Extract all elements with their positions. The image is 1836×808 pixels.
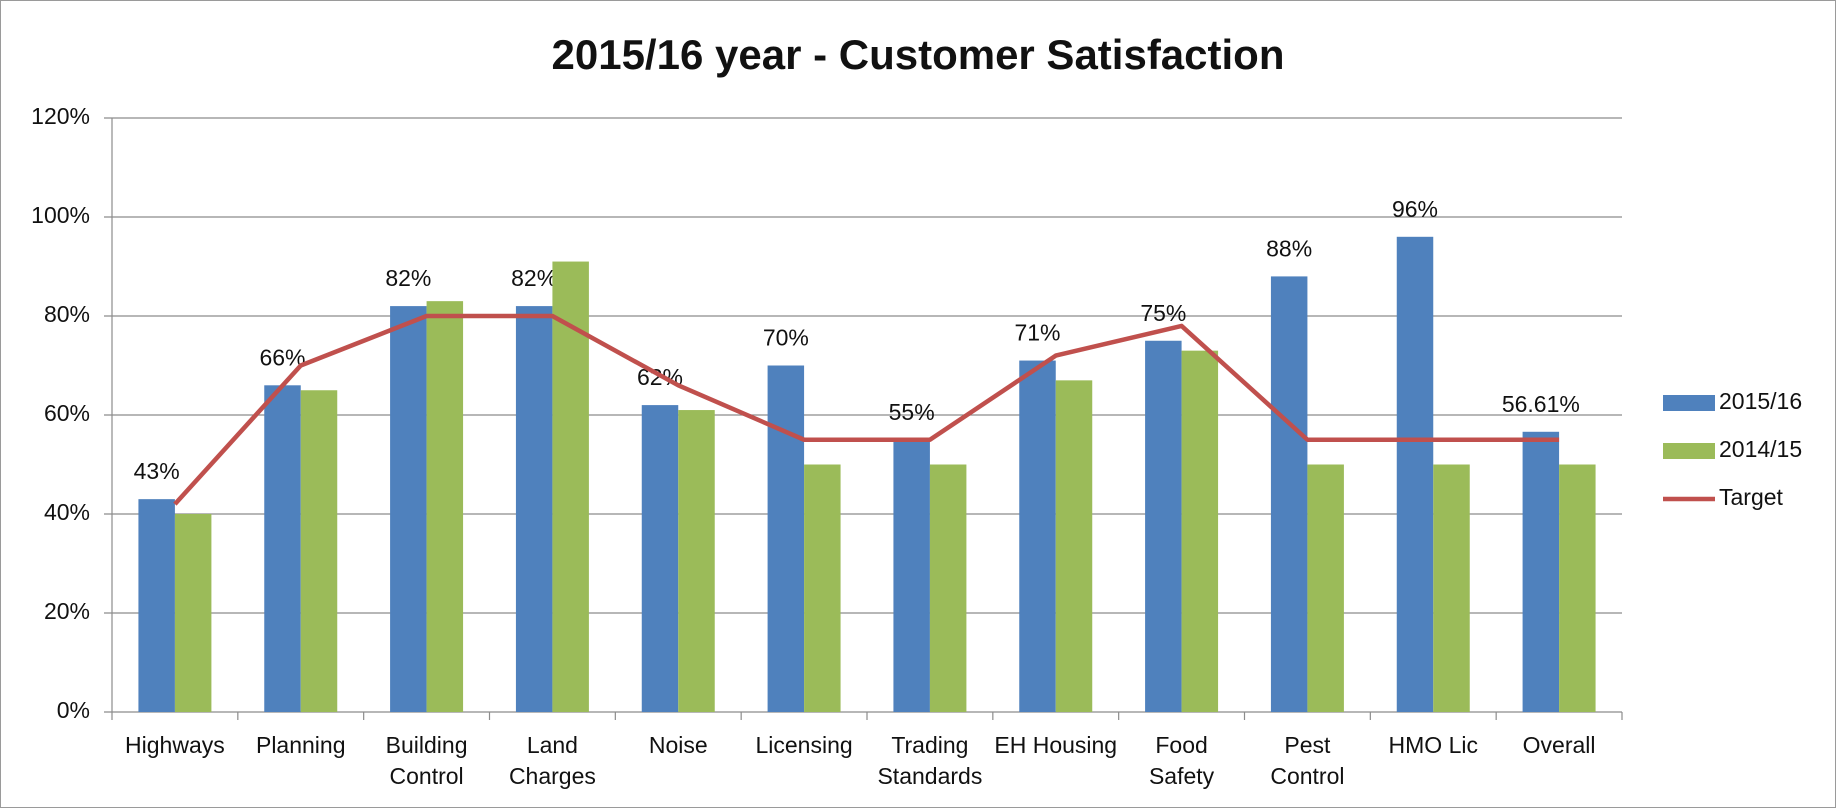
x-tick-label: HMO Lic <box>1388 732 1478 758</box>
x-tick-label: Food Safety <box>1148 732 1215 789</box>
y-tick-label: 40% <box>44 499 90 525</box>
legend-label: 2015/16 <box>1719 388 1802 414</box>
bar <box>1559 464 1596 712</box>
legend-swatch <box>1663 443 1715 459</box>
y-tick-label: 0% <box>57 697 90 723</box>
bar <box>515 306 553 712</box>
data-label: 75% <box>1140 300 1186 326</box>
bar <box>1307 464 1344 712</box>
y-tick-label: 80% <box>44 301 90 327</box>
data-label: 96% <box>1392 196 1438 222</box>
bar <box>767 365 805 712</box>
legend-label: Target <box>1719 484 1784 510</box>
x-tick-label: Building Control <box>385 732 468 789</box>
x-tick-label: Overall <box>1522 732 1596 758</box>
bar <box>138 499 175 712</box>
y-tick-label: 20% <box>44 598 90 624</box>
data-label: 88% <box>1266 235 1312 261</box>
chart-title: 2015/16 year - Customer Satisfaction <box>552 31 1285 78</box>
x-tick-label: Noise <box>648 732 708 758</box>
bar <box>1270 276 1308 712</box>
bar <box>174 514 212 712</box>
bar <box>678 410 715 712</box>
bar <box>1433 464 1470 712</box>
bar <box>893 439 930 712</box>
bar <box>426 301 464 712</box>
bar <box>264 385 301 712</box>
bar <box>390 306 427 712</box>
legend-swatch <box>1663 395 1715 411</box>
x-tick-label: Highways <box>125 732 225 758</box>
x-tick-label: Pest Control <box>1270 732 1345 789</box>
bar <box>804 464 841 712</box>
data-label: 55% <box>889 399 935 425</box>
data-label: 82% <box>385 265 431 291</box>
x-tick-label: Land Charges <box>508 732 596 789</box>
bar <box>1396 236 1434 713</box>
bar <box>1019 360 1056 712</box>
bar <box>300 390 338 712</box>
y-tick-label: 100% <box>31 202 90 228</box>
data-label: 70% <box>763 325 809 351</box>
bar <box>1055 380 1093 712</box>
data-label: 71% <box>1014 320 1060 346</box>
data-label: 82% <box>511 265 557 291</box>
bar <box>641 405 679 712</box>
bar <box>1145 340 1182 712</box>
x-tick-label: Planning <box>255 732 346 758</box>
data-label: 56.61% <box>1502 391 1580 417</box>
bar <box>1181 350 1219 712</box>
bar <box>552 261 589 712</box>
x-tick-label: EH Housing <box>994 732 1118 758</box>
bar <box>1522 431 1560 712</box>
x-tick-label: Trading Standards <box>877 732 983 789</box>
legend-label: 2014/15 <box>1719 436 1802 462</box>
x-tick-label: Licensing <box>755 732 853 758</box>
y-tick-label: 120% <box>31 103 90 129</box>
bar <box>929 464 967 712</box>
y-tick-label: 60% <box>44 400 90 426</box>
data-label: 43% <box>134 458 180 484</box>
target-line <box>173 313 1560 506</box>
